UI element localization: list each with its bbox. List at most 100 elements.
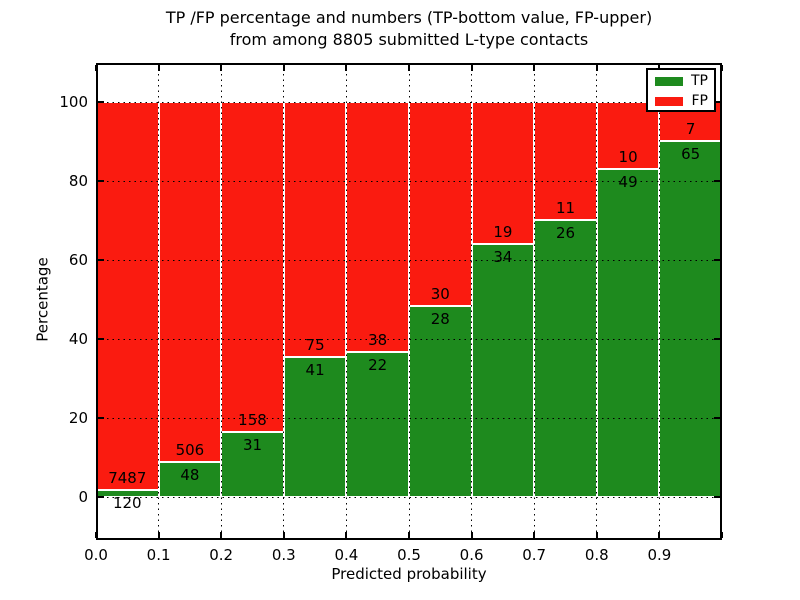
y-tick-label: 80 [68,172,88,191]
bar-tp-count-label: 65 [681,144,701,163]
x-tick-mark-bottom [658,532,661,538]
bar-fp-count-label: 10 [618,148,638,167]
gridline-vertical [658,63,660,540]
gridline-vertical [220,63,222,540]
chart-title-line1: TP /FP percentage and numbers (TP-bottom… [165,8,653,27]
x-tick-mark-top [595,65,598,71]
y-tick-mark-right [714,337,720,340]
bar-tp-count-label: 22 [368,356,388,375]
legend-label-fp: FP [691,93,709,109]
x-tick-mark-bottom [470,532,473,538]
x-tick-mark-bottom [721,532,723,538]
bar-tp-count-label: 34 [493,247,513,266]
plot-area: 7487 120 506 48 158 31 75 41 38 22 30 28 19 34 11 26 10 4… [95,63,723,540]
x-tick-mark-bottom [595,532,598,538]
y-tick-mark-right [714,180,720,183]
bar-tp-count-label: 31 [242,435,263,454]
x-tick-label: 0.3 [271,546,296,564]
bar-tp-segment [409,306,472,497]
y-tick-label: 40 [68,329,88,348]
x-axis-label: Predicted probability [331,565,487,583]
bar-tp-count-label: 48 [180,466,200,485]
legend-label-tp: TP [691,73,708,89]
x-tick-mark-top [157,65,160,71]
x-tick-label: 0.9 [647,546,672,564]
y-tick-mark-left [98,259,104,262]
y-tick-label: 20 [68,408,88,427]
gridline-vertical [158,63,160,540]
x-tick-label: 0.0 [84,546,108,564]
bar-fp-count-label: 19 [493,222,513,241]
bar-tp-segment [596,169,660,497]
bar-tp-count-label: 49 [618,173,638,192]
x-tick-mark-top [95,65,97,71]
x-tick-mark-bottom [282,532,285,538]
x-tick-label: 0.6 [459,546,484,564]
bar-fp-count-label: 30 [430,285,450,304]
bar-tp-count-label: 120 [112,494,142,513]
x-tick-mark-top [282,65,285,71]
bar-fp-segment [96,102,159,491]
bar-tp-count-label: 28 [430,310,450,329]
gridline-vertical [408,63,410,540]
gridline-vertical [345,63,347,540]
x-tick-mark-bottom [345,532,348,538]
bar-fp-segment [346,102,409,353]
y-tick-mark-left [98,101,104,104]
x-tick-mark-top [470,65,473,71]
x-tick-mark-top [220,65,223,71]
y-tick-mark-right [714,259,720,262]
bar-fp-segment [409,102,472,307]
x-tick-label: 0.8 [584,546,609,564]
x-tick-label: 0.4 [334,546,359,564]
bar-fp-segment [221,102,284,432]
legend: TP FP [646,68,716,112]
gridline-vertical [283,63,285,540]
x-tick-mark-top [721,65,723,71]
bar-fp-count-label: 7 [685,119,696,138]
bar-fp-segment [283,102,347,358]
x-tick-mark-top [533,65,536,71]
y-tick-mark-right [714,416,720,419]
y-tick-label: 0 [78,487,88,506]
bar-tp-count-label: 41 [305,361,325,380]
y-tick-label: 100 [59,93,88,112]
x-tick-label: 0.2 [209,546,234,564]
bar-fp-count-label: 75 [305,336,325,355]
x-tick-mark-bottom [533,532,536,538]
bar-tp-count-label: 26 [555,223,576,242]
legend-swatch-fp-icon [655,96,683,106]
gridline-vertical [596,63,598,540]
y-tick-mark-right [714,495,720,498]
legend-item-tp: TP [648,71,714,91]
bar-tp-segment [346,352,409,497]
x-tick-mark-bottom [157,532,160,538]
x-tick-label: 0.5 [397,546,421,564]
x-tick-mark-bottom [95,532,97,538]
x-tick-label: 0.7 [522,546,547,564]
bar-fp-segment [534,102,597,220]
bar-fp-count-label: 11 [555,198,576,217]
gridline-vertical [533,63,535,540]
bar-fp-count-label: 7487 [108,469,147,488]
legend-item-fp: FP [648,91,714,111]
legend-swatch-tp-icon [655,76,683,86]
y-tick-mark-left [98,180,104,183]
x-tick-mark-top [345,65,348,71]
x-tick-mark-bottom [408,532,410,538]
y-tick-mark-left [98,337,104,340]
bar-tp-segment [471,243,535,497]
y-tick-mark-left [98,416,104,419]
bar-fp-count-label: 506 [175,441,205,460]
bar-tp-segment [534,219,597,497]
bar-fp-count-label: 158 [238,410,267,429]
bar-fp-segment [158,102,222,463]
y-tick-mark-left [98,495,104,498]
bar-fp-count-label: 38 [368,331,388,350]
y-tick-mark-right [714,101,720,104]
y-tick-label: 60 [68,251,88,270]
gridline-vertical [471,63,473,540]
bar-fp-segment [596,102,660,170]
bar-tp-segment [659,140,722,497]
